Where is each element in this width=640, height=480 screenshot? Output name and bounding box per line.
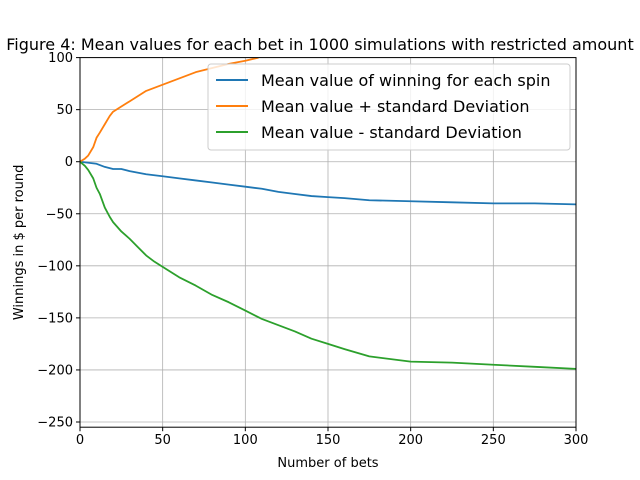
y-tick-label: −150 <box>37 311 73 326</box>
x-tick-label: 50 <box>154 433 171 448</box>
series-line-1 <box>80 160 576 206</box>
x-tick-label: 200 <box>398 433 423 448</box>
x-tick-label: 300 <box>564 433 589 448</box>
y-tick-label: 50 <box>56 103 73 118</box>
y-tick-label: −100 <box>37 259 73 274</box>
x-tick-label: 100 <box>233 433 258 448</box>
y-tick-label: 0 <box>65 155 73 170</box>
y-axis-ticks: −250 −200 −150 −100 −50 0 50 100 <box>37 51 80 430</box>
legend-box <box>207 63 571 151</box>
chart-title: Figure 4: Mean values for each bet in 10… <box>6 35 633 54</box>
series-line-2 <box>80 57 259 163</box>
x-tick-label: 150 <box>316 433 341 448</box>
y-axis-label: Winnings in $ per round <box>12 165 27 321</box>
legend-entries: Mean value of winning for each spin Mean … <box>216 71 550 142</box>
y-tick-label: −250 <box>37 415 73 430</box>
legend-label-1: Mean value of winning for each spin <box>261 71 550 90</box>
series-layer <box>80 57 576 370</box>
x-axis-ticks: 0 50 100 150 200 250 300 <box>76 427 589 448</box>
legend: Mean value of winning for each spin Mean … <box>207 63 571 151</box>
x-tick-label: 250 <box>481 433 506 448</box>
y-tick-label: −200 <box>37 363 73 378</box>
x-tick-label: 0 <box>76 433 84 448</box>
x-axis-label: Number of bets <box>277 456 378 471</box>
y-tick-label: 100 <box>48 51 73 66</box>
legend-label-3: Mean value - standard Deviation <box>261 123 522 142</box>
y-tick-label: −50 <box>46 207 73 222</box>
legend-label-2: Mean value + standard Deviation <box>261 97 530 116</box>
series-line-3 <box>80 161 576 370</box>
